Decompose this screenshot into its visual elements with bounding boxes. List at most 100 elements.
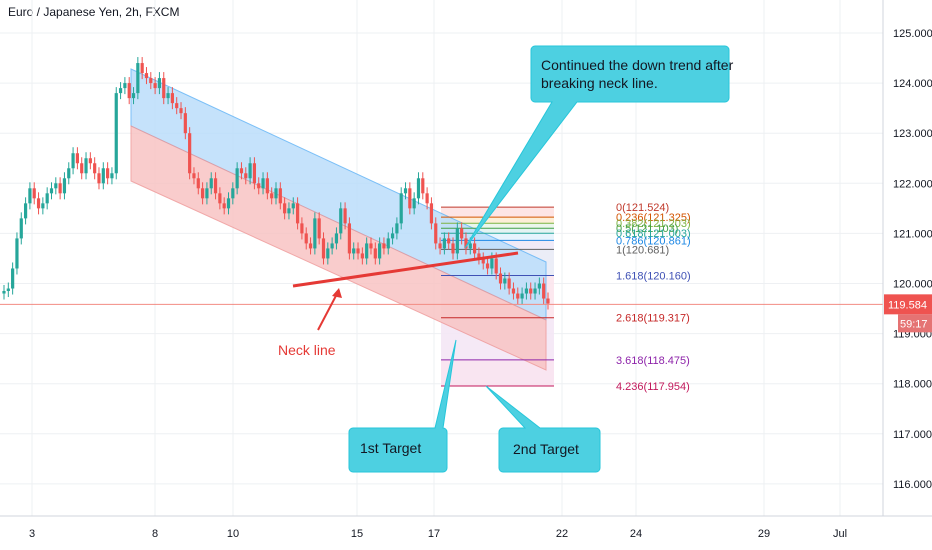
candle-body xyxy=(516,293,520,299)
neck-line-arrowhead xyxy=(332,288,342,298)
candle-body xyxy=(257,183,261,189)
candle-body xyxy=(110,173,114,179)
candle-body xyxy=(382,243,386,249)
candle-body xyxy=(71,153,75,169)
candle-body xyxy=(231,188,235,199)
candle-body xyxy=(183,113,187,134)
candle-body xyxy=(6,288,10,292)
candle-body xyxy=(447,238,451,244)
candle-body xyxy=(252,163,257,184)
candle-body xyxy=(317,218,321,239)
candle-body xyxy=(542,283,546,299)
candle-body xyxy=(265,178,269,194)
callout-top-line2: breaking neck line. xyxy=(541,75,658,91)
candle-body xyxy=(84,158,88,174)
fib-level-label: 2.618(119.317) xyxy=(616,313,690,325)
candle-body xyxy=(270,193,274,199)
candle-body xyxy=(23,203,28,219)
candle-body xyxy=(209,178,213,189)
candle-body xyxy=(15,238,19,269)
price-tick-label: 122.000 xyxy=(893,178,932,190)
candle-body xyxy=(11,268,15,289)
candle-body xyxy=(140,63,144,74)
price-tick-label: 125.000 xyxy=(893,28,932,40)
candle-body xyxy=(537,283,541,289)
candle-body xyxy=(464,238,468,249)
candle-body xyxy=(192,173,196,179)
time-tick-label: 3 xyxy=(29,528,35,540)
callout-top-bubble xyxy=(464,45,730,249)
time-tick-label: 10 xyxy=(227,528,239,540)
fib-level-label: 1.618(120.160) xyxy=(616,270,691,282)
candle-body xyxy=(399,193,403,224)
candle-body xyxy=(498,273,503,284)
candle-body xyxy=(2,291,6,294)
candle-body xyxy=(123,83,127,89)
candle-body xyxy=(481,258,485,264)
candle-body xyxy=(365,243,369,259)
candle-body xyxy=(239,168,244,174)
candle-body xyxy=(313,218,317,249)
price-tick-label: 120.000 xyxy=(893,279,932,291)
countdown-tag xyxy=(898,314,932,333)
candle-body xyxy=(175,103,179,109)
candle-body xyxy=(408,188,412,209)
fib-level-label: 0.618(121.003) xyxy=(616,228,691,240)
candle-body xyxy=(326,248,330,259)
candle-body xyxy=(490,258,494,269)
candle-body xyxy=(218,193,222,204)
candle-body xyxy=(261,178,265,189)
candle-body xyxy=(511,288,516,294)
candle-body xyxy=(455,228,459,254)
target2-bubble xyxy=(485,385,601,473)
fib-level-label: 3.618(118.475) xyxy=(616,355,690,367)
last-price-value: 119.584 xyxy=(888,299,927,311)
price-tick-label: 117.000 xyxy=(893,429,932,441)
candle-body xyxy=(75,153,79,164)
candle-body xyxy=(88,158,92,164)
candle-body xyxy=(226,198,231,209)
candle-body xyxy=(201,188,205,199)
candle-body xyxy=(291,203,295,209)
candle-body xyxy=(421,178,425,194)
time-tick-label: 15 xyxy=(351,528,363,540)
candle-body xyxy=(157,78,162,89)
candle-body xyxy=(283,203,287,214)
candle-body xyxy=(503,278,507,284)
time-tick-label: 22 xyxy=(556,528,568,540)
candle-body xyxy=(149,78,153,84)
candle-body xyxy=(352,248,356,254)
target1-bubble xyxy=(348,339,457,473)
candle-body xyxy=(386,238,390,249)
candle-body xyxy=(442,238,446,249)
candle-body xyxy=(19,218,23,239)
candle-body xyxy=(49,188,54,194)
candle-body xyxy=(106,168,110,179)
candle-body xyxy=(529,288,533,294)
channel-lower-fill xyxy=(130,125,547,371)
countdown-value: 59:17 xyxy=(900,318,928,330)
neck-line xyxy=(292,251,519,288)
candle-body xyxy=(114,93,118,174)
fib-level-label: 4.236(117.954) xyxy=(616,381,690,393)
candle-body xyxy=(369,243,373,249)
candle-body xyxy=(438,243,442,249)
candle-body xyxy=(473,243,477,254)
fib-zone xyxy=(441,233,554,241)
candle-body xyxy=(395,223,399,234)
candle-body xyxy=(434,223,438,244)
candle-body xyxy=(378,243,382,259)
fib-level-label: 0(121.524) xyxy=(616,202,669,214)
candle-body xyxy=(144,73,149,79)
candle-body xyxy=(429,203,434,224)
candle-body xyxy=(477,253,481,259)
candle-body xyxy=(295,203,300,224)
fib-zone xyxy=(441,228,554,234)
fib-zone xyxy=(441,207,554,218)
candle-body xyxy=(460,228,464,239)
fib-zone xyxy=(441,223,554,229)
candle-body xyxy=(373,248,377,259)
candle-body xyxy=(274,188,278,199)
